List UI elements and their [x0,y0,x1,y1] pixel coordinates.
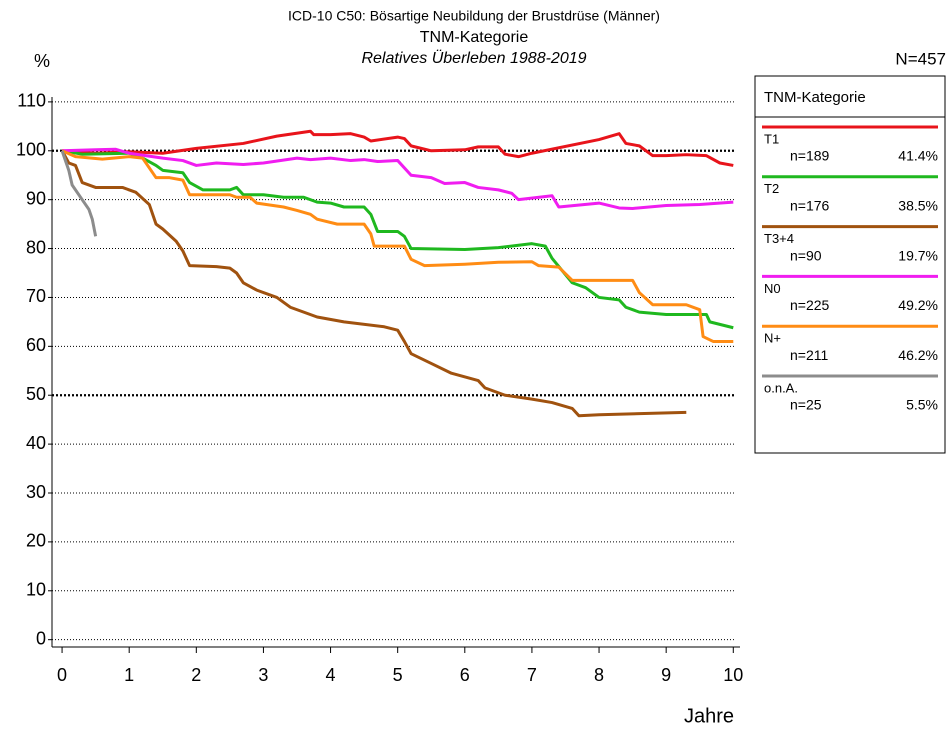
legend-share: 49.2% [898,297,938,313]
series-line [62,147,734,210]
y-axis-label: % [34,51,50,71]
legend-count: n=189 [790,148,830,164]
legend-label: N+ [764,331,781,346]
x-tick-label: 5 [393,665,403,685]
legend-label: T1 [764,131,779,146]
y-tick-label: 50 [26,384,46,404]
legend-box [754,75,946,454]
legend-label: T2 [764,181,779,196]
y-tick-label: 90 [26,188,46,208]
legend-label: N0 [764,281,781,296]
x-axis-label: Jahre [684,705,734,727]
legend-share: 19.7% [898,247,938,263]
y-tick-label: 70 [26,286,46,306]
legend-count: n=25 [790,397,822,413]
y-tick-label: 20 [26,531,46,551]
y-tick-label: 60 [26,335,46,355]
legend-share: 41.4% [898,148,938,164]
x-tick-label: 2 [191,665,201,685]
y-tick-label: 40 [26,433,46,453]
x-tick-label: 1 [124,665,134,685]
y-tick-label: 100 [16,140,46,160]
y-tick-label: 10 [26,580,46,600]
series-line [61,149,734,343]
x-tick-label: 8 [594,665,604,685]
chart-title: ICD-10 C50: Bösartige Neubildung der Bru… [288,8,660,24]
y-tick-label: 110 [17,91,46,111]
series-line [61,129,734,167]
x-tick-label: 6 [460,665,470,685]
y-tick-label: 0 [36,628,46,648]
legend-count: n=211 [790,347,828,363]
series-line [61,149,734,330]
legend-title: TNM-Kategorie [764,89,866,106]
x-tick-label: 9 [661,665,671,685]
legend-share: 5.5% [906,397,938,413]
x-tick-label: 7 [527,665,537,685]
chart-subtitle: TNM-Kategorie [420,29,529,46]
legend-share: 46.2% [898,347,938,363]
legend-count: n=176 [790,198,830,214]
y-tick-label: 30 [26,482,46,502]
annotation: N=457 [895,49,946,68]
x-tick-label: 3 [258,665,268,685]
legend-label: o.n.A. [764,380,798,395]
legend-label: T3+4 [764,231,794,246]
chart-subtitle: Relatives Überleben 1988-2019 [361,49,586,67]
legend-count: n=225 [790,297,830,313]
x-tick-label: 0 [57,665,67,685]
y-tick-label: 80 [26,237,46,257]
x-tick-label: 4 [326,665,336,685]
legend-count: n=90 [790,247,822,263]
legend-share: 38.5% [898,198,938,214]
series-line [60,150,687,418]
x-tick-label: 10 [723,665,743,685]
series-line [60,150,98,237]
